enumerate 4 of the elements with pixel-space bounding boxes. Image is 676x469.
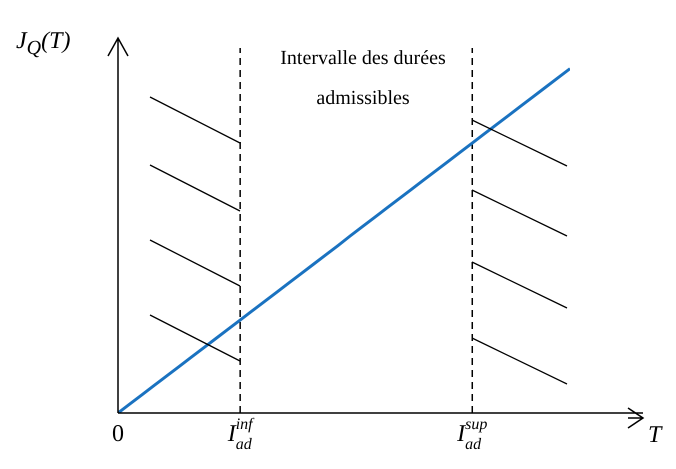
x-axis-title: T — [648, 422, 662, 449]
y-axis-title: J$_{Q}$(T) — [16, 28, 70, 60]
annotation: Intervalle des durées admissibles — [270, 38, 456, 118]
x-tick-label: 0 — [112, 421, 124, 447]
